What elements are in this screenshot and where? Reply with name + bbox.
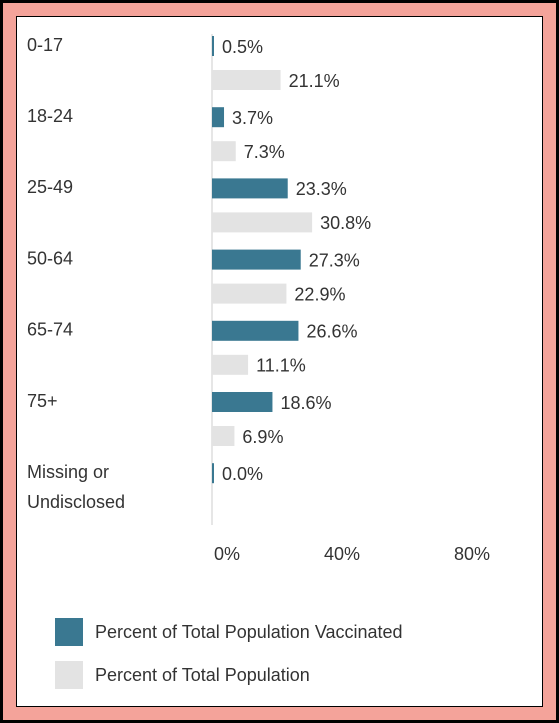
value-label: 11.1% [256,356,306,376]
value-label: 21.1% [289,71,340,91]
value-label: 18.6% [280,393,331,413]
bar [212,36,214,56]
value-label: 30.8% [320,213,371,233]
bar [212,463,214,484]
value-label: 0.0% [222,464,263,484]
legend-label: Percent of Total Population Vaccinated [95,622,403,642]
x-tick-label: 0% [214,544,240,564]
bar [212,141,236,162]
value-label: 26.6% [306,322,357,342]
bar [212,354,249,375]
value-label: 22.9% [294,284,345,304]
value-label: 7.3% [244,142,285,162]
legend-swatch [55,661,83,689]
category-label: 65-74 [27,320,73,340]
bar [212,70,281,90]
x-tick-label: 80% [454,544,490,564]
legend-label: Percent of Total Population [95,665,310,685]
value-label: 3.7% [232,108,273,128]
x-tick-label: 40% [324,544,360,564]
bar [212,107,225,128]
bar [212,426,235,446]
category-label: 25-49 [27,177,73,197]
bar [212,249,301,270]
frame [3,3,556,720]
value-label: 0.5% [222,37,263,57]
bar [212,392,273,412]
value-label: 23.3% [296,179,347,199]
value-label: 27.3% [309,250,360,270]
category-label: 50-64 [27,248,73,268]
category-label: 75+ [27,391,58,411]
value-label: 6.9% [242,427,283,447]
category-label: 0-17 [27,35,63,55]
bar [212,212,313,233]
category-label: 18-24 [27,106,73,126]
category-label: Missing or Undisclosed [27,462,125,512]
panel [16,16,543,707]
legend-swatch [55,618,83,646]
bar [212,320,299,341]
bar [212,178,288,199]
bar [212,283,287,304]
